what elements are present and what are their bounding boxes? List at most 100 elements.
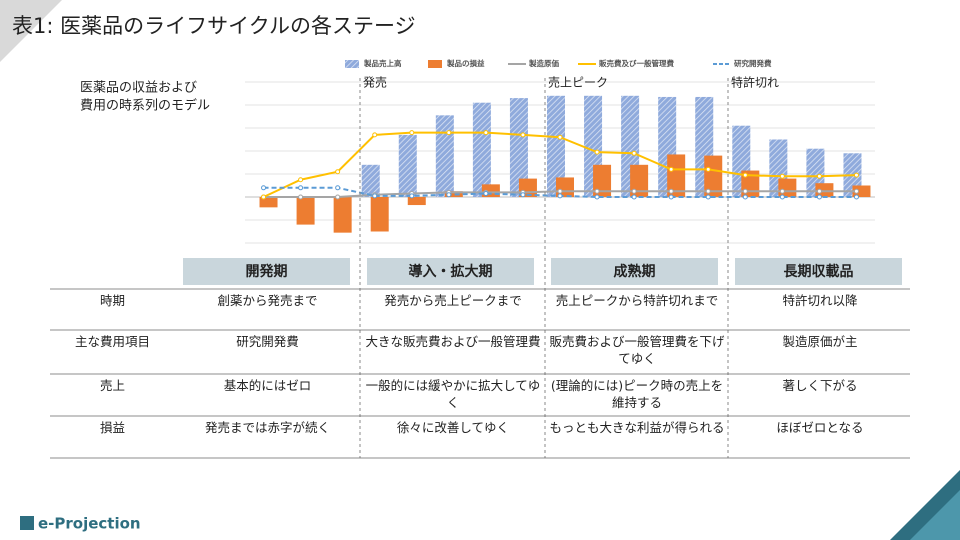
- stage-header: 成熟期: [614, 263, 656, 280]
- line-point: [594, 194, 600, 200]
- bar: [407, 197, 426, 206]
- stage-header-box: [735, 258, 902, 285]
- bar: [667, 154, 686, 197]
- line-point: [520, 192, 526, 198]
- bar: [370, 197, 389, 232]
- line-point: [631, 150, 637, 156]
- line-point: [261, 185, 267, 191]
- line-point: [779, 188, 785, 194]
- stage-header: 開発期: [246, 263, 288, 280]
- line-point: [668, 194, 674, 200]
- line-point: [668, 188, 674, 194]
- corner-decoration: [0, 0, 62, 62]
- logo-text: e-Projection: [38, 515, 141, 533]
- table-cell: ほぼゼロとなる: [776, 420, 864, 435]
- legend-label: 製造原価: [528, 58, 559, 68]
- row-label: 主な費用項目: [74, 334, 150, 349]
- legend-label: 販売費及び一般管理費: [599, 58, 674, 68]
- table-cell: (理論的には)ピーク時の売上を維持する: [550, 378, 724, 410]
- legend-swatch: [345, 60, 359, 68]
- line-point: [853, 194, 859, 200]
- line-point: [779, 173, 785, 179]
- table-cell: 一般的には緩やかに拡大してゆく: [365, 378, 541, 410]
- table-cell: 基本的にはゼロ: [223, 378, 312, 393]
- chart-note: 医薬品の収益および: [80, 81, 197, 96]
- annotation: 売上ピーク: [548, 75, 608, 90]
- bar: [361, 164, 380, 197]
- line-point: [853, 188, 859, 194]
- bar: [333, 197, 352, 233]
- line-point: [372, 132, 378, 138]
- line-point: [668, 166, 674, 172]
- table-cell: 大きな販売費および一般管理費: [365, 334, 541, 349]
- table-cell: 製造原価が主: [782, 334, 858, 349]
- bar: [435, 115, 454, 197]
- slide-title: 表1: 医薬品のライフサイクルの各ステージ: [12, 14, 416, 38]
- line-point: [816, 188, 822, 194]
- line-point: [853, 172, 859, 178]
- line-point: [261, 194, 267, 200]
- annotation: 発売: [363, 75, 387, 90]
- table-cell: 発売までは赤字が続く: [204, 420, 330, 435]
- bar: [296, 197, 315, 225]
- stage-header-box: [183, 258, 350, 285]
- line-point: [742, 194, 748, 200]
- table-cell: 徐々に改善してゆく: [396, 420, 510, 435]
- logo-icon: [20, 516, 34, 530]
- stage-header-box: [367, 258, 534, 285]
- table-cell: 著しく下がる: [782, 378, 858, 393]
- line-point: [446, 130, 452, 136]
- bar: [472, 102, 491, 197]
- stage-header: 長期収載品: [784, 263, 854, 280]
- line-point: [705, 194, 711, 200]
- bar: [259, 197, 278, 208]
- table-cell: 創薬から発売まで: [217, 293, 318, 308]
- line-point: [705, 166, 711, 172]
- bar: [778, 178, 797, 197]
- bar: [398, 134, 417, 197]
- line-point: [372, 193, 378, 199]
- legend-label: 製品の損益: [446, 58, 485, 68]
- bar: [509, 98, 528, 197]
- line-point: [631, 194, 637, 200]
- row-label: 時期: [99, 293, 125, 308]
- table-cell: 売上ピークから特許切れまで: [555, 293, 719, 308]
- corner-decoration: [910, 490, 960, 540]
- table-cell: 販売費および一般管理費を下げてゆく: [549, 334, 725, 366]
- stage-header-box: [551, 258, 718, 285]
- line-point: [335, 194, 341, 200]
- line-point: [298, 177, 304, 183]
- row-label: 売上: [99, 378, 125, 393]
- line-point: [335, 169, 341, 175]
- line-point: [520, 132, 526, 138]
- table-cell: 発売から売上ピークまで: [384, 293, 522, 308]
- line-point: [557, 193, 563, 199]
- bar: [704, 155, 723, 197]
- line-point: [409, 130, 415, 136]
- table-cell: 特許切れ以降: [782, 293, 858, 308]
- line-point: [631, 188, 637, 194]
- line-point: [742, 188, 748, 194]
- line-point: [335, 185, 341, 191]
- line-point: [594, 149, 600, 155]
- line-point: [298, 194, 304, 200]
- annotation: 特許切れ: [731, 75, 779, 90]
- table-cell: もっとも大きな利益が得られる: [549, 420, 725, 435]
- line-point: [742, 172, 748, 178]
- line-point: [816, 173, 822, 179]
- bar: [547, 95, 565, 197]
- line-point: [483, 191, 489, 197]
- line-point: [409, 193, 415, 199]
- line-point: [705, 188, 711, 194]
- line-point: [594, 188, 600, 194]
- line-point: [816, 194, 822, 200]
- legend-swatch: [428, 60, 442, 68]
- line-point: [779, 194, 785, 200]
- line-point: [557, 134, 563, 140]
- line-point: [446, 192, 452, 198]
- bar: [852, 185, 871, 197]
- line-point: [298, 185, 304, 191]
- table-cell: 研究開発費: [236, 334, 299, 349]
